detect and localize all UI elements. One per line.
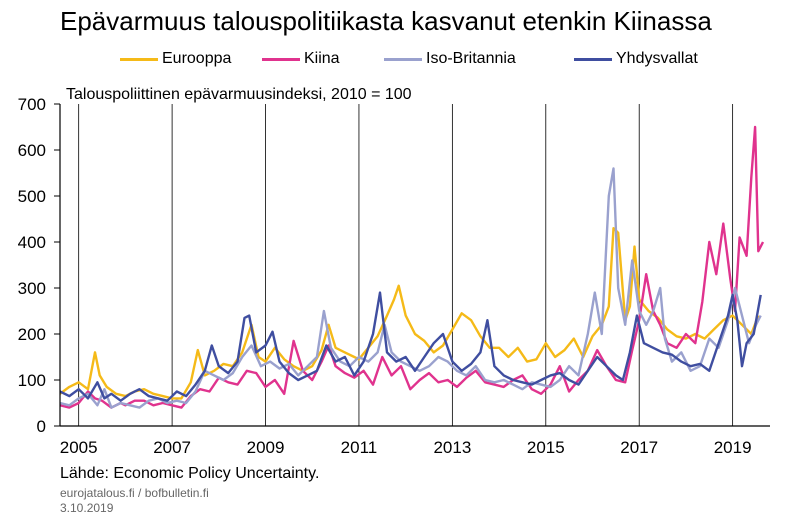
legend-item-eurooppa: Eurooppa bbox=[120, 50, 231, 68]
legend-label-kiina: Kiina bbox=[304, 50, 340, 67]
legend-swatch-kiina bbox=[262, 57, 300, 61]
y-tick-label-300: 300 bbox=[18, 279, 46, 298]
legend-label-eurooppa: Eurooppa bbox=[162, 50, 232, 67]
legend: Eurooppa Kiina Iso-Britannia Yhdysvallat bbox=[0, 50, 801, 74]
x-tick-label-2019: 2019 bbox=[714, 438, 752, 457]
y-tick-label-100: 100 bbox=[18, 371, 46, 390]
x-tick-label-2011: 2011 bbox=[341, 438, 378, 457]
legend-label-yhdysvallat: Yhdysvallat bbox=[616, 50, 698, 67]
x-tick-label-2009: 2009 bbox=[247, 438, 285, 457]
legend-item-kiina: Kiina bbox=[262, 50, 340, 68]
series-line-iso-britannia bbox=[60, 167, 762, 409]
y-tick-label-700: 700 bbox=[18, 95, 46, 114]
legend-label-iso-britannia: Iso-Britannia bbox=[426, 50, 516, 67]
x-tick-label-2015: 2015 bbox=[527, 438, 565, 457]
series-line-eurooppa bbox=[60, 227, 760, 400]
y-tick-label-600: 600 bbox=[18, 141, 46, 160]
legend-swatch-yhdysvallat bbox=[574, 57, 612, 61]
y-tick-label-400: 400 bbox=[18, 233, 46, 252]
site-credit: eurojatalous.fi / bofbulletin.fi bbox=[60, 486, 209, 500]
source-note: Lähde: Economic Policy Uncertainty. bbox=[60, 465, 320, 482]
series-line-yhdysvallat bbox=[60, 291, 762, 402]
legend-item-iso-britannia: Iso-Britannia bbox=[384, 50, 516, 68]
legend-item-yhdysvallat: Yhdysvallat bbox=[574, 50, 698, 68]
chart-subtitle: Talouspoliittinen epävarmuusindeksi, 201… bbox=[66, 86, 412, 103]
chart-title: Epävarmuus talouspolitiikasta kasvanut e… bbox=[60, 6, 712, 36]
y-tick-label-500: 500 bbox=[18, 187, 46, 206]
publish-date: 3.10.2019 bbox=[60, 501, 114, 515]
x-tick-label-2005: 2005 bbox=[60, 438, 98, 457]
y-tick-label-200: 200 bbox=[18, 325, 46, 344]
y-tick-label-0: 0 bbox=[37, 417, 46, 436]
x-tick-label-2007: 2007 bbox=[153, 438, 191, 457]
legend-swatch-eurooppa bbox=[120, 57, 158, 61]
x-tick-label-2017: 2017 bbox=[620, 438, 658, 457]
legend-swatch-iso-britannia bbox=[384, 57, 422, 61]
series-line-kiina bbox=[60, 125, 765, 409]
x-tick-label-2013: 2013 bbox=[433, 438, 471, 457]
